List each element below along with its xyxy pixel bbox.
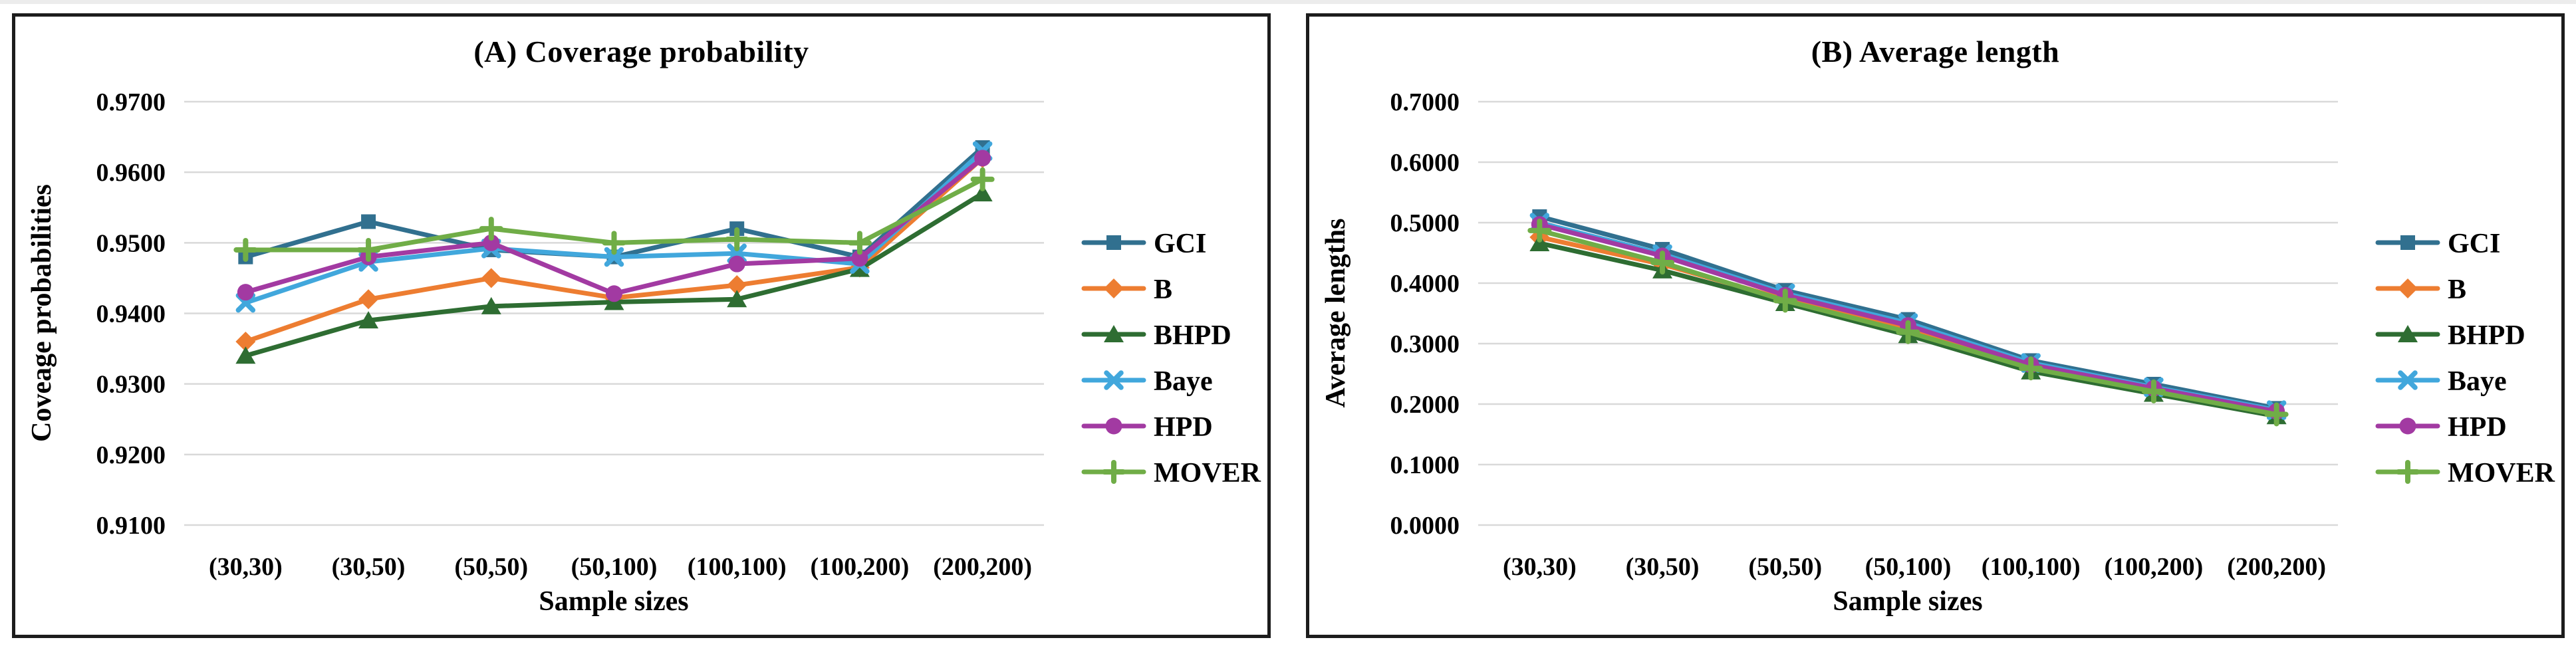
chart-title-b: (B) Average length xyxy=(1811,35,2060,68)
line-chart-coverage-probability: 0.9700 0.9600 0.9500 0.9400 0.9300 0.9200 0.91… xyxy=(96,88,1261,581)
y-tick-label: 0.1000 xyxy=(1390,451,1460,479)
y-tick-label: 0.9400 xyxy=(96,300,166,328)
legend-label: GCI xyxy=(1154,229,1206,259)
legend-label: Baye xyxy=(2448,366,2507,397)
legend-item-B: B xyxy=(1081,274,1172,305)
x-tick-label: (50,50) xyxy=(454,553,528,581)
legend-item-MOVER: MOVER xyxy=(2375,458,2555,489)
legend: GCI B BHPD Baye HPD MOVER xyxy=(2375,229,2555,489)
x-tick-label: (50,100) xyxy=(1865,553,1952,581)
y-tick-label: 0.3000 xyxy=(1390,330,1460,358)
legend-item-HPD: HPD xyxy=(1081,412,1213,443)
x-tick-label: (30,50) xyxy=(1626,553,1700,581)
x-tick-labels: (30,30) (30,50) (50,50) (50,100) (100,100) (1… xyxy=(1503,553,2326,581)
series-MOVER xyxy=(1527,218,2289,427)
x-tick-label: (30,50) xyxy=(332,553,406,581)
y-tick-label: 0.9600 xyxy=(96,159,166,187)
legend-item-HPD: HPD xyxy=(2375,412,2507,443)
legend-label: Baye xyxy=(1154,366,1213,397)
legend-item-Baye: Baye xyxy=(1081,366,1213,397)
x-tick-label: (100,100) xyxy=(688,553,787,581)
y-tick-label: 0.5000 xyxy=(1390,209,1460,237)
legend-label: MOVER xyxy=(1154,458,1261,489)
legend-label: BHPD xyxy=(1154,320,1231,351)
panel-average-length: (B) Average length Average lengths 0.700… xyxy=(1306,13,2565,638)
x-tick-label: (50,50) xyxy=(1748,553,1822,581)
y-tick-label: 0.9700 xyxy=(96,88,166,116)
legend-item-GCI: GCI xyxy=(1081,229,1206,259)
y-gridlines xyxy=(184,100,1044,526)
y-tick-label: 0.9100 xyxy=(96,512,166,540)
legend-label: B xyxy=(1154,274,1172,305)
series-GCI xyxy=(1532,209,2284,416)
x-tick-label: (30,30) xyxy=(209,553,283,581)
y-tick-labels: 0.9700 0.9600 0.9500 0.9400 0.9300 0.9200 0.91… xyxy=(96,88,166,540)
x-tick-label: (50,100) xyxy=(571,553,658,581)
y-tick-label: 0.9200 xyxy=(96,441,166,469)
legend-item-MOVER: MOVER xyxy=(1081,458,1261,489)
legend: GCI B BHPD Baye HPD MOVER xyxy=(1081,229,1261,489)
legend-item-GCI: GCI xyxy=(2375,229,2500,259)
x-tick-label: (200,200) xyxy=(933,553,1032,581)
y-tick-label: 0.0000 xyxy=(1390,512,1460,540)
y-tick-labels: 0.7000 0.6000 0.5000 0.4000 0.3000 0.2000 0.10… xyxy=(1390,88,1460,540)
y-tick-label: 0.7000 xyxy=(1390,88,1460,116)
legend-item-BHPD: BHPD xyxy=(2375,320,2525,351)
y-tick-label: 0.9300 xyxy=(96,371,166,399)
legend-label: HPD xyxy=(1154,412,1213,443)
legend-label: B xyxy=(2448,274,2466,305)
legend-label: HPD xyxy=(2448,412,2507,443)
legend-label: GCI xyxy=(2448,229,2500,259)
legend-item-B: B xyxy=(2375,274,2466,305)
x-tick-label: (30,30) xyxy=(1503,553,1577,581)
legend-label: MOVER xyxy=(2448,458,2555,489)
y-tick-label: 0.6000 xyxy=(1390,149,1460,177)
scan-edge-strip xyxy=(0,0,2576,4)
y-tick-label: 0.9500 xyxy=(96,229,166,257)
x-tick-label: (100,100) xyxy=(1982,553,2081,581)
panel-coverage-probability: (A) Coverage probability Coveage probabi… xyxy=(12,13,1271,638)
legend-item-Baye: Baye xyxy=(2375,366,2507,397)
x-tick-label: (200,200) xyxy=(2227,553,2326,581)
chart-title-a: (A) Coverage probability xyxy=(473,35,809,68)
x-tick-label: (100,200) xyxy=(811,553,910,581)
y-gridlines xyxy=(1478,100,2338,526)
legend-label: BHPD xyxy=(2448,320,2525,351)
x-tick-labels: (30,30) (30,50) (50,50) (50,100) (100,100) (1… xyxy=(209,553,1032,581)
series-BHPD xyxy=(235,184,993,364)
line-chart-average-length: 0.7000 0.6000 0.5000 0.4000 0.3000 0.2000 0.10… xyxy=(1390,88,2555,581)
series-MOVER xyxy=(233,167,995,262)
x-tick-label: (100,200) xyxy=(2105,553,2204,581)
y-tick-label: 0.4000 xyxy=(1390,270,1460,298)
x-axis-title-b: Sample sizes xyxy=(1833,586,1983,617)
y-tick-label: 0.2000 xyxy=(1390,391,1460,419)
x-axis-title-a: Sample sizes xyxy=(539,586,689,617)
legend-item-BHPD: BHPD xyxy=(1081,320,1231,351)
